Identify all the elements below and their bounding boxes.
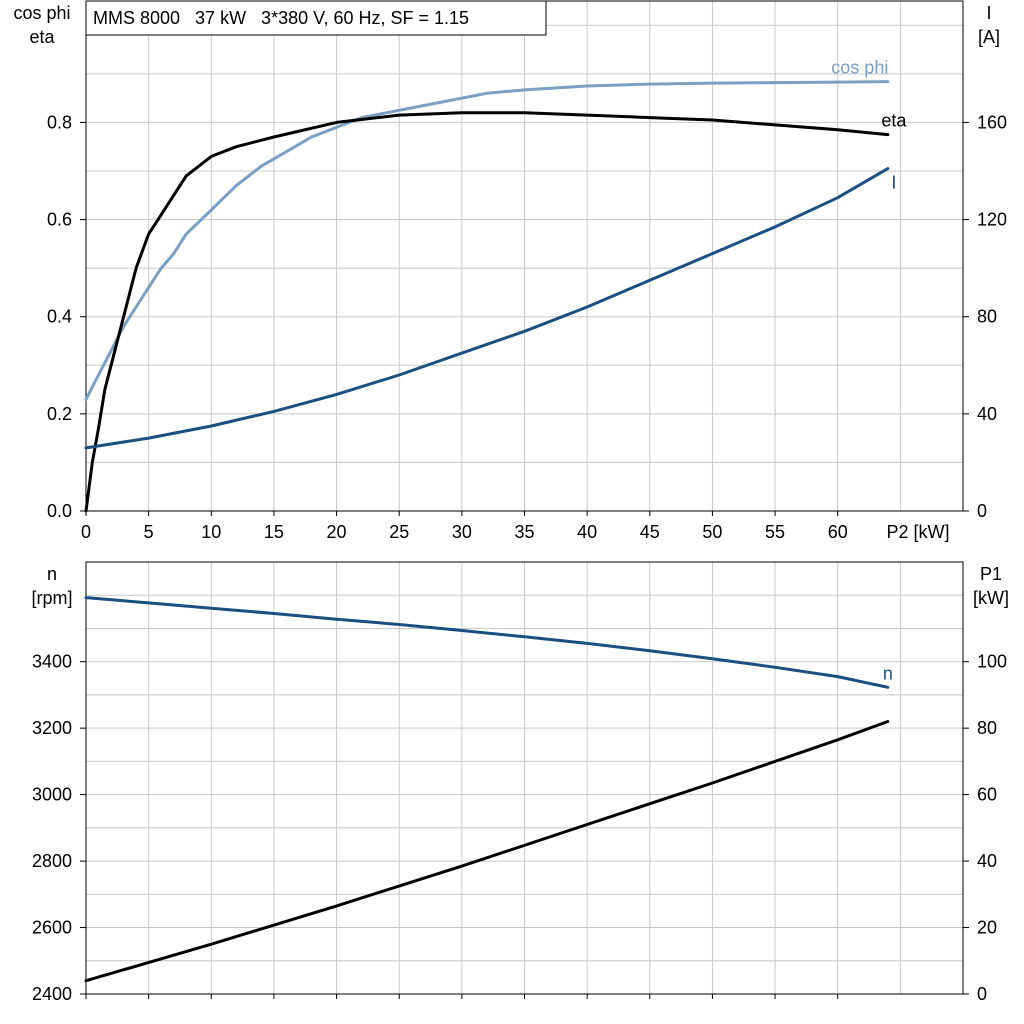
right-axis-label-current: I xyxy=(986,3,991,23)
bottom-left-y-tick-label: 2600 xyxy=(32,918,72,938)
p1-line xyxy=(84,720,890,983)
x-tick-label: 5 xyxy=(144,522,154,542)
left-axis-label-speed: n xyxy=(47,564,57,584)
left-axis-label-cosphi: cos phi xyxy=(13,3,70,23)
bottom-right-y-tick-label: 20 xyxy=(977,918,997,938)
x-tick-label: 45 xyxy=(640,522,660,542)
bottom-right-y-tick-label: 0 xyxy=(977,984,987,1004)
left-axis-label-eta: eta xyxy=(29,27,55,47)
right-y-tick-label: 0 xyxy=(977,501,987,521)
x-tick-label: 0 xyxy=(81,522,91,542)
bottom-right-y-tick-label: 80 xyxy=(977,718,997,738)
x-tick-label: 60 xyxy=(828,522,848,542)
right-y-tick-label: 80 xyxy=(977,307,997,327)
bottom-left-y-tick-label: 3200 xyxy=(32,718,72,738)
x-axis-label: P2 [kW] xyxy=(886,522,949,542)
bottom-right-y-tick-label: 60 xyxy=(977,785,997,805)
bottom-left-y-tick-label: 3400 xyxy=(32,652,72,672)
left-y-tick-label: 0.0 xyxy=(47,501,72,521)
right-axis-label-p1: P1 xyxy=(980,564,1002,584)
cos-phi-series-label: cos phi xyxy=(831,58,888,78)
right-y-tick-label: 160 xyxy=(977,112,1007,132)
bottom-right-y-tick-label: 100 xyxy=(977,652,1007,672)
bottom-left-y-tick-label: 3000 xyxy=(32,785,72,805)
right-axis-unit-current: [A] xyxy=(978,27,1000,47)
x-tick-label: 30 xyxy=(452,522,472,542)
title-box xyxy=(85,0,547,36)
bottom-right-y-tick-label: 40 xyxy=(977,851,997,871)
i-line xyxy=(84,167,890,450)
right-y-tick-label: 120 xyxy=(977,210,1007,230)
n-line xyxy=(84,596,890,689)
x-tick-label: 15 xyxy=(264,522,284,542)
bottom-left-y-tick-label: 2800 xyxy=(32,851,72,871)
left-y-tick-label: 0.6 xyxy=(47,210,72,230)
eta-line xyxy=(84,111,890,513)
top-panel: 0 5 10 15 20 25 30 35 40 45 50 55 60 0.0 0.2 0.4 0.6 0.8 0… xyxy=(13,0,1007,542)
cos-phi-line xyxy=(84,80,890,401)
right-y-tick-label: 40 xyxy=(977,404,997,424)
x-tick-label: 25 xyxy=(389,522,409,542)
bottom-left-y-tick-label: 2400 xyxy=(32,984,72,1004)
n-series-label: n xyxy=(883,663,893,683)
left-y-tick-label: 0.2 xyxy=(47,404,72,424)
right-axis-unit-p1: [kW] xyxy=(973,588,1009,608)
left-axis-unit-speed: [rpm] xyxy=(31,588,72,608)
x-tick-label: 10 xyxy=(201,522,221,542)
bottom-panel: 2400 2600 2800 3000 3200 3400 0 20 40 60 80 100 n n… xyxy=(31,561,1009,1004)
x-tick-label: 35 xyxy=(514,522,534,542)
eta-series-label: eta xyxy=(881,111,907,131)
chart-title: MMS 8000 37 kW 3*380 V, 60 Hz, SF = 1.15 xyxy=(93,8,469,28)
x-tick-label: 55 xyxy=(765,522,785,542)
left-y-tick-label: 0.4 xyxy=(47,307,72,327)
x-tick-label: 50 xyxy=(702,522,722,542)
left-y-tick-label: 0.8 xyxy=(47,112,72,132)
x-tick-label: 20 xyxy=(327,522,347,542)
x-tick-label: 40 xyxy=(577,522,597,542)
i-series-label: I xyxy=(891,173,896,193)
